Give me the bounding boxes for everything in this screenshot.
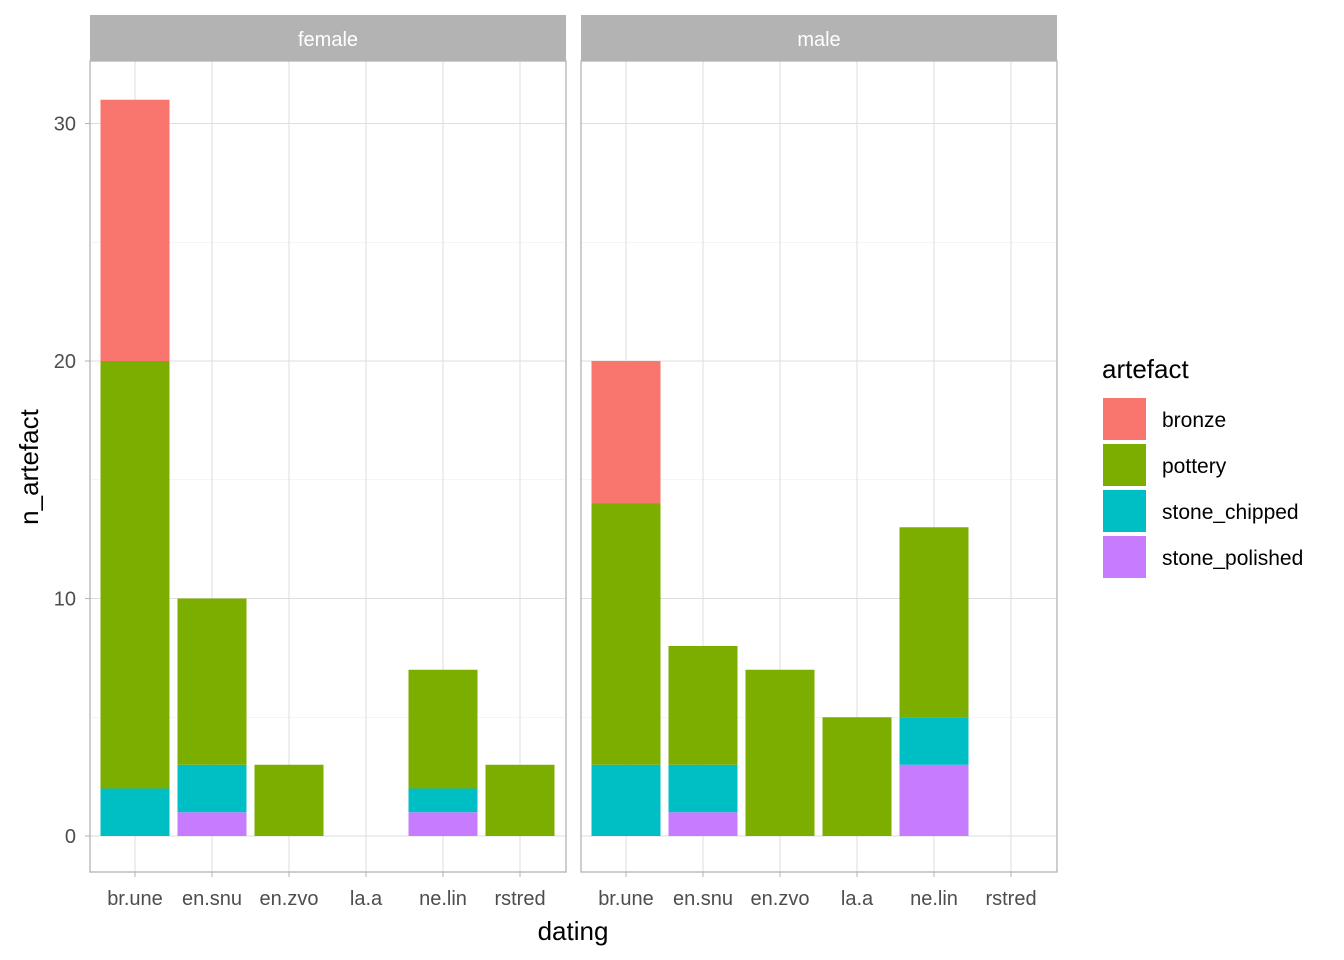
x-tick-label: en.zvo bbox=[751, 888, 810, 910]
legend-key-stone-chipped bbox=[1103, 490, 1146, 532]
y-axis: 0 10 20 30 bbox=[54, 114, 90, 848]
x-tick-label: rstred bbox=[494, 888, 545, 910]
legend: artefact bronze pottery stone_chippedstone… bbox=[1102, 354, 1303, 578]
legend-label: stone_polished bbox=[1162, 547, 1303, 570]
bar-segment-pottery bbox=[899, 527, 969, 718]
panel-border bbox=[89, 60, 567, 873]
bar-segment-pottery bbox=[668, 646, 738, 765]
y-tick-label: 30 bbox=[54, 114, 76, 136]
bar-segment-stone-polished bbox=[408, 812, 478, 836]
bar-segment-pottery bbox=[591, 503, 661, 765]
bar-segment-pottery bbox=[745, 669, 815, 836]
bar-segment-pottery bbox=[408, 669, 478, 789]
y-tick-label: 10 bbox=[54, 589, 76, 611]
panels: female br.une en.snu en.zvo la.a ne.lin rstred… bbox=[89, 15, 1058, 910]
x-tick-label: rstred bbox=[985, 888, 1036, 910]
y-tick-label: 0 bbox=[65, 826, 76, 848]
bar-segment-stone-chipped bbox=[408, 788, 478, 813]
legend-label: stone_chipped bbox=[1162, 501, 1299, 524]
bar-segment-stone-polished bbox=[177, 812, 247, 836]
x-tick-label: ne.lin bbox=[910, 888, 958, 910]
bar-segment-pottery bbox=[822, 717, 892, 836]
bar-segment-stone-chipped bbox=[899, 717, 969, 765]
x-tick-label: br.une bbox=[107, 888, 163, 910]
panel-male: male br.une en.snu en.zvo la.a ne.lin rstred bbox=[580, 15, 1058, 910]
y-axis-title: n_artefact bbox=[14, 408, 44, 524]
legend-key-pottery bbox=[1103, 444, 1146, 486]
bar-segment-pottery bbox=[485, 764, 555, 836]
bar-segment-bronze bbox=[591, 361, 661, 504]
bar-segment-stone-chipped bbox=[100, 788, 170, 836]
facet-strip bbox=[581, 15, 1057, 61]
x-tick-label: en.snu bbox=[673, 888, 733, 910]
bar-segment-stone-chipped bbox=[591, 764, 661, 836]
x-tick-label: en.zvo bbox=[260, 888, 319, 910]
bar-segment-stone-polished bbox=[668, 812, 738, 836]
legend-key-stone-polished bbox=[1103, 536, 1146, 578]
x-tick-label: en.snu bbox=[182, 888, 242, 910]
legend-title: artefact bbox=[1102, 354, 1189, 384]
legend-label: pottery bbox=[1162, 455, 1227, 478]
panel-border bbox=[580, 60, 1058, 873]
x-axis-title: dating bbox=[538, 916, 609, 946]
bar-segment-stone-chipped bbox=[177, 764, 247, 813]
bar-segment-stone-chipped bbox=[668, 764, 738, 813]
x-tick-label: br.une bbox=[598, 888, 654, 910]
legend-key-bronze bbox=[1103, 398, 1146, 440]
x-tick-label: la.a bbox=[350, 888, 383, 910]
bar-segment-bronze bbox=[100, 99, 170, 361]
facet-label: male bbox=[797, 29, 840, 51]
bar-segment-pottery bbox=[100, 361, 170, 789]
panel-female: female br.une en.snu en.zvo la.a ne.lin rstred bbox=[89, 15, 567, 910]
bar-segment-pottery bbox=[177, 598, 247, 765]
facet-strip bbox=[90, 15, 566, 61]
legend-label: bronze bbox=[1162, 409, 1226, 432]
x-tick-label: ne.lin bbox=[419, 888, 467, 910]
bar-segment-pottery bbox=[254, 764, 324, 836]
y-tick-label: 20 bbox=[54, 351, 76, 373]
facet-label: female bbox=[298, 29, 358, 51]
bar-segment-stone-polished bbox=[899, 764, 969, 836]
x-tick-label: la.a bbox=[841, 888, 874, 910]
